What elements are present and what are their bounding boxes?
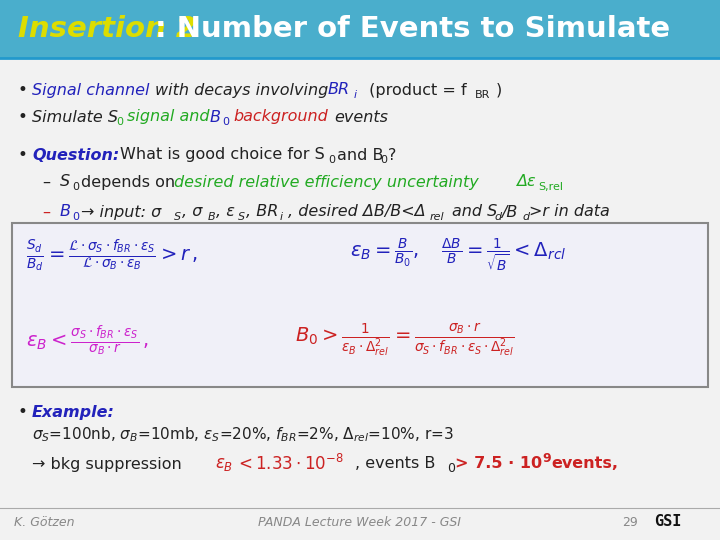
- Text: 0: 0: [72, 182, 79, 192]
- Text: •: •: [18, 108, 28, 126]
- Text: (product = f: (product = f: [364, 83, 467, 98]
- Text: Example:: Example:: [32, 404, 115, 420]
- Text: , σ: , σ: [182, 205, 202, 219]
- Text: 29: 29: [622, 516, 638, 529]
- Text: Signal channel: Signal channel: [32, 83, 150, 98]
- Text: $\frac{S_d}{B_d} = \frac{\mathcal{L}\cdot\sigma_S\cdot f_{BR}\cdot\varepsilon_S}: $\frac{S_d}{B_d} = \frac{\mathcal{L}\cdo…: [26, 237, 198, 273]
- Text: , ε: , ε: [216, 205, 235, 219]
- Text: –: –: [42, 205, 50, 219]
- Text: $\varepsilon_B$: $\varepsilon_B$: [215, 455, 233, 473]
- Text: i: i: [354, 90, 357, 100]
- Text: : Number of Events to Simulate: : Number of Events to Simulate: [155, 15, 670, 43]
- Text: BR: BR: [328, 83, 350, 98]
- Text: •: •: [18, 81, 28, 99]
- Text: •: •: [18, 146, 28, 164]
- Text: $\sigma_S$=100nb, $\sigma_B$=10mb, $\varepsilon_S$=20%, $f_{BR}$=2%, $\Delta_{re: $\sigma_S$=100nb, $\sigma_B$=10mb, $\var…: [32, 426, 454, 444]
- Text: •: •: [18, 403, 28, 421]
- Text: depends on: depends on: [81, 174, 175, 190]
- Text: signal and: signal and: [127, 110, 210, 125]
- Bar: [0, 0, 720, 58]
- Text: /B: /B: [501, 205, 518, 219]
- Text: and B: and B: [337, 147, 384, 163]
- Text: → bkg suppression: → bkg suppression: [32, 456, 181, 471]
- Text: What is good choice for S: What is good choice for S: [120, 147, 325, 163]
- Text: Simulate S: Simulate S: [32, 110, 118, 125]
- Text: Δε: Δε: [516, 174, 536, 190]
- Text: , BR: , BR: [246, 205, 279, 219]
- Text: >r in data: >r in data: [529, 205, 610, 219]
- Text: S: S: [60, 174, 70, 190]
- Text: 9: 9: [542, 451, 551, 464]
- Text: 0: 0: [116, 117, 123, 127]
- Bar: [0, 58, 720, 540]
- Text: PANDA Lecture Week 2017 - GSI: PANDA Lecture Week 2017 - GSI: [258, 516, 462, 529]
- Text: 0: 0: [328, 155, 335, 165]
- Text: rel: rel: [430, 212, 445, 222]
- Text: events: events: [334, 110, 388, 125]
- Text: $< 1.33\cdot10^{-8}$: $< 1.33\cdot10^{-8}$: [235, 454, 343, 474]
- Text: B: B: [208, 212, 215, 222]
- Text: and S: and S: [452, 205, 498, 219]
- Text: ): ): [496, 83, 503, 98]
- Text: with decays involving: with decays involving: [155, 83, 328, 98]
- FancyBboxPatch shape: [12, 223, 708, 387]
- Text: S: S: [238, 212, 245, 222]
- Text: → input: σ: → input: σ: [81, 205, 161, 219]
- Text: Question:: Question:: [32, 147, 120, 163]
- Text: ?: ?: [388, 147, 397, 163]
- Text: events,: events,: [551, 456, 618, 471]
- Text: GSI: GSI: [654, 515, 681, 530]
- Text: $\varepsilon_B=\frac{B}{B_0},\quad\frac{\Delta B}{B}=\frac{1}{\sqrt{B}}<\Delta_{: $\varepsilon_B=\frac{B}{B_0},\quad\frac{…: [350, 237, 566, 274]
- Text: background: background: [233, 110, 328, 125]
- Text: BR: BR: [475, 90, 490, 100]
- Text: S: S: [174, 212, 181, 222]
- Text: d: d: [494, 212, 501, 222]
- Text: , events B: , events B: [355, 456, 436, 471]
- Text: , desired ΔB/B<Δ: , desired ΔB/B<Δ: [288, 205, 426, 219]
- Text: $B_0>\frac{1}{\varepsilon_B\cdot\Delta_{rel}^2}=\frac{\sigma_B\cdot r}{\sigma_S\: $B_0>\frac{1}{\varepsilon_B\cdot\Delta_{…: [295, 321, 515, 359]
- Text: 0: 0: [72, 212, 79, 222]
- Text: 0: 0: [380, 155, 387, 165]
- Text: B: B: [60, 205, 71, 219]
- Text: $\varepsilon_B<\frac{\sigma_S\cdot f_{BR}\cdot\varepsilon_S}{\sigma_B\cdot r}\,,: $\varepsilon_B<\frac{\sigma_S\cdot f_{BR…: [26, 323, 149, 357]
- Text: 0: 0: [222, 117, 229, 127]
- Text: –: –: [42, 174, 50, 190]
- Text: i: i: [280, 212, 283, 222]
- Text: S,rel: S,rel: [538, 182, 563, 192]
- Text: 0: 0: [447, 462, 455, 476]
- Text: B: B: [210, 110, 221, 125]
- Text: d: d: [522, 212, 529, 222]
- Text: Insertion 2: Insertion 2: [18, 15, 196, 43]
- Text: > 7.5 · 10: > 7.5 · 10: [455, 456, 542, 471]
- Text: desired relative efficiency uncertainty: desired relative efficiency uncertainty: [174, 174, 479, 190]
- Text: K. Götzen: K. Götzen: [14, 516, 74, 529]
